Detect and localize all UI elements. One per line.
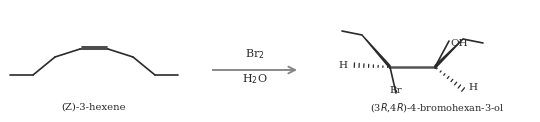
- Text: Br: Br: [390, 86, 402, 95]
- Text: (3$R$,4$R$)-4-bromohexan-3-ol: (3$R$,4$R$)-4-bromohexan-3-ol: [370, 101, 505, 114]
- Text: (Z)-3-hexene: (Z)-3-hexene: [62, 103, 126, 112]
- Text: H$_2$O: H$_2$O: [242, 72, 268, 86]
- Text: H: H: [468, 83, 477, 92]
- Text: Br$_2$: Br$_2$: [245, 47, 265, 61]
- Text: H: H: [338, 61, 347, 70]
- Polygon shape: [435, 39, 463, 68]
- Text: OH: OH: [450, 39, 468, 48]
- Polygon shape: [362, 35, 390, 68]
